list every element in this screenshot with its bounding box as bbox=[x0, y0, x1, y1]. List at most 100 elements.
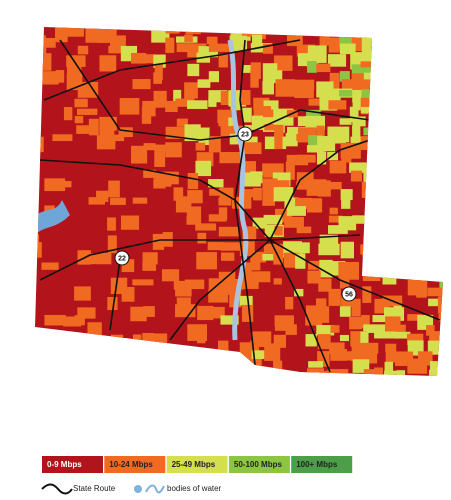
speed-patch bbox=[406, 62, 417, 72]
speed-patch bbox=[440, 205, 443, 213]
speed-patch bbox=[263, 169, 278, 178]
speed-patch bbox=[66, 55, 86, 67]
speed-patch bbox=[373, 115, 393, 126]
speed-patch bbox=[153, 72, 163, 84]
speed-patch bbox=[96, 252, 112, 265]
speed-patch bbox=[317, 334, 331, 350]
speed-patch bbox=[286, 126, 307, 135]
speed-patch bbox=[306, 145, 324, 153]
speed-patch bbox=[404, 172, 425, 190]
speed-patch bbox=[252, 217, 267, 229]
speed-patch bbox=[217, 340, 229, 352]
speed-patch bbox=[220, 252, 235, 261]
speed-patch bbox=[328, 181, 342, 190]
speed-patch bbox=[372, 37, 386, 45]
speed-patch bbox=[351, 350, 363, 362]
speed-patch bbox=[318, 278, 332, 292]
speed-patch bbox=[407, 43, 428, 50]
speed-patch bbox=[437, 53, 443, 63]
speed-patch bbox=[372, 235, 393, 253]
speed-patch bbox=[361, 342, 379, 354]
speed-patch bbox=[109, 134, 125, 142]
speed-patch bbox=[206, 36, 218, 45]
speed-patch bbox=[250, 70, 259, 88]
speed-patch bbox=[427, 133, 441, 145]
speed-patch bbox=[176, 297, 191, 307]
speed-patch bbox=[241, 304, 254, 322]
speed-patch bbox=[74, 115, 84, 124]
speed-patch bbox=[229, 133, 244, 145]
state-route-label: State Route bbox=[73, 484, 116, 493]
speed-patch bbox=[176, 43, 197, 53]
speed-patch bbox=[418, 55, 427, 69]
road bbox=[269, 139, 371, 241]
speed-patch bbox=[74, 315, 85, 326]
speed-patch bbox=[162, 269, 180, 282]
speed-patch bbox=[417, 35, 438, 45]
county-map bbox=[35, 27, 443, 391]
speed-patch bbox=[250, 340, 260, 359]
speed-patch bbox=[274, 180, 290, 191]
speed-patch bbox=[385, 88, 405, 101]
speed-patch bbox=[339, 118, 352, 125]
speed-patch bbox=[427, 287, 443, 297]
speed-patch bbox=[349, 162, 369, 173]
speed-patch bbox=[426, 116, 443, 132]
speed-patch bbox=[406, 225, 428, 239]
speed-patch bbox=[228, 117, 237, 133]
speed-patch bbox=[165, 27, 180, 34]
speed-patch bbox=[428, 72, 443, 90]
speed-patch bbox=[264, 124, 274, 131]
speed-patch bbox=[64, 27, 84, 37]
speed-patch bbox=[439, 108, 443, 120]
speed-patch bbox=[262, 43, 273, 54]
speed-patch bbox=[374, 367, 383, 376]
speed-patch bbox=[263, 243, 283, 254]
speed-patch bbox=[417, 118, 432, 128]
speed-patch bbox=[327, 136, 346, 144]
speed-patch bbox=[416, 215, 435, 223]
speed-patch bbox=[418, 46, 427, 55]
speed-patch bbox=[372, 215, 389, 223]
speed-patch bbox=[132, 79, 151, 90]
speed-patch bbox=[384, 242, 397, 254]
speed-patch bbox=[429, 27, 443, 45]
speed-patch bbox=[426, 270, 442, 280]
speed-patch bbox=[110, 334, 124, 352]
speed-patch bbox=[371, 250, 385, 258]
speed-patch bbox=[143, 359, 161, 369]
speed-patch bbox=[372, 107, 391, 121]
speed-patch bbox=[394, 190, 404, 197]
speed-patch bbox=[382, 125, 400, 141]
speed-patch bbox=[132, 197, 148, 204]
speed-patch bbox=[74, 98, 88, 108]
speed-patch bbox=[374, 82, 392, 99]
route-number: 56 bbox=[345, 291, 353, 298]
speed-patch bbox=[118, 127, 133, 138]
speed-patch bbox=[208, 360, 217, 369]
road bbox=[59, 39, 371, 141]
speed-patch bbox=[416, 268, 434, 281]
legend-swatch bbox=[228, 456, 290, 473]
speed-patch bbox=[262, 253, 278, 261]
legend-label: 10-24 Mbps bbox=[109, 460, 153, 469]
speed-patch bbox=[132, 279, 154, 286]
road bbox=[234, 39, 256, 366]
speed-patch bbox=[394, 90, 407, 104]
speed-patch bbox=[297, 154, 316, 163]
speed-patch bbox=[384, 361, 394, 376]
speed-patch bbox=[427, 44, 443, 55]
speed-patch bbox=[407, 187, 417, 198]
speed-patch bbox=[285, 133, 298, 147]
speed-patch bbox=[429, 233, 443, 250]
speed-patch bbox=[339, 71, 350, 82]
speed-patch bbox=[261, 106, 271, 118]
lake bbox=[35, 200, 70, 235]
speed-patch bbox=[406, 196, 415, 212]
speed-patch bbox=[196, 252, 217, 270]
speed-patch bbox=[319, 379, 336, 391]
speed-patch bbox=[416, 143, 427, 152]
speed-patch bbox=[96, 190, 109, 202]
speed-patch bbox=[132, 334, 142, 345]
speed-patch bbox=[63, 107, 73, 121]
